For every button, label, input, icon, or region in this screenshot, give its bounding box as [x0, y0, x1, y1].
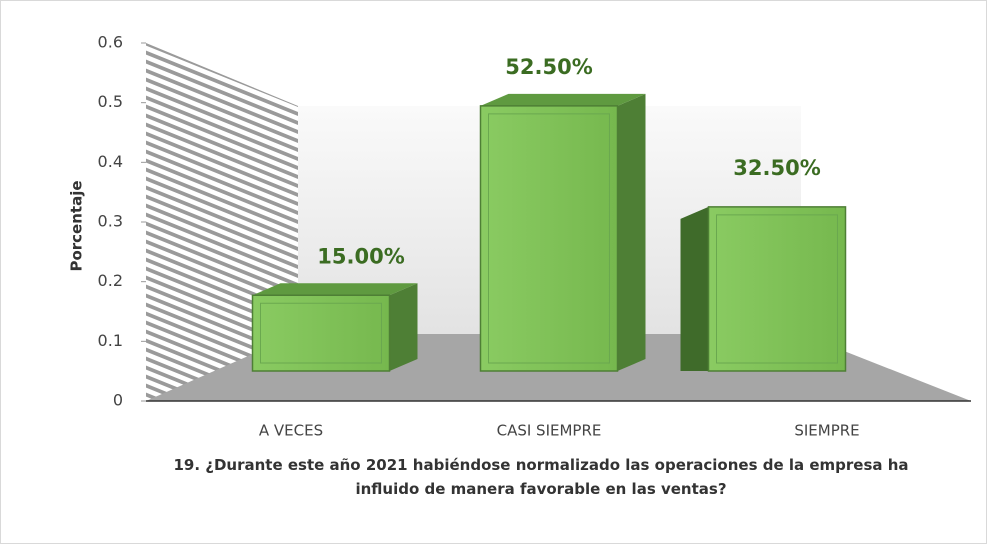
data-label: 52.50% — [505, 55, 592, 79]
bar-inner — [488, 113, 610, 364]
bar-inner — [260, 302, 382, 364]
data-label: 32.50% — [733, 156, 820, 180]
y-tick-label: 0.6 — [98, 33, 123, 52]
y-axis-label: Porcentaje — [68, 180, 86, 271]
x-tick-label: A VECES — [259, 422, 323, 440]
y-tick-label: 0.1 — [98, 331, 123, 350]
bar-side — [617, 93, 646, 371]
y-tick-label: 0.5 — [98, 92, 123, 111]
y-tick-label: 0.4 — [98, 152, 123, 171]
bar-top — [480, 93, 646, 106]
y-tick-label: 0 — [113, 391, 123, 410]
bar-front — [251, 294, 391, 372]
bar-side — [389, 283, 418, 371]
data-label: 15.00% — [317, 244, 404, 268]
chart-title: 19. ¿Durante este año 2021 habiéndose no… — [173, 456, 909, 498]
x-tick-label: CASI SIEMPRE — [497, 422, 602, 440]
bar-side — [680, 206, 709, 371]
bar-inner — [716, 214, 838, 364]
y-tick-label: 0.2 — [98, 271, 123, 290]
y-tick-label: 0.3 — [98, 212, 123, 231]
bar-front — [707, 206, 847, 372]
bar-front — [479, 105, 619, 372]
bar — [251, 283, 418, 372]
bar-top — [252, 283, 418, 296]
bar — [680, 206, 847, 372]
bar — [479, 93, 646, 372]
x-tick-label: SIEMPRE — [794, 422, 859, 440]
